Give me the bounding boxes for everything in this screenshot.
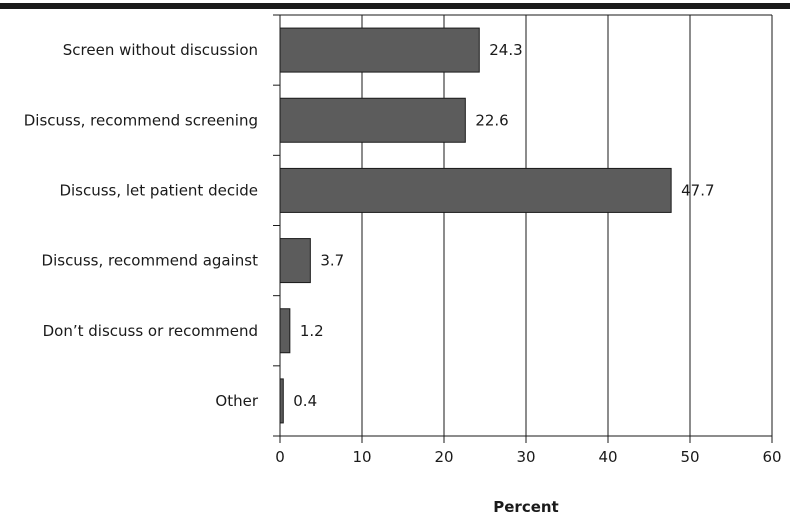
category-label: Discuss, recommend against — [42, 252, 259, 270]
value-label: 1.2 — [300, 322, 324, 340]
x-tick-label: 0 — [275, 448, 285, 466]
x-tick-label: 40 — [598, 448, 617, 466]
value-label: 3.7 — [320, 252, 344, 270]
x-tick-label: 50 — [680, 448, 699, 466]
value-label: 47.7 — [681, 181, 714, 199]
value-label: 0.4 — [293, 392, 317, 410]
bar — [279, 167, 672, 213]
bar — [279, 238, 311, 284]
category-label: Discuss, recommend screening — [24, 111, 258, 129]
value-label: 22.6 — [475, 111, 508, 129]
labels: 0 10 20 30 40 50 60 Screen without discussion 24… — [24, 41, 782, 466]
axes — [273, 14, 773, 443]
x-tick-label: 20 — [434, 448, 453, 466]
x-axis-title: Percent — [493, 498, 558, 516]
x-tick-label: 30 — [516, 448, 535, 466]
bar — [279, 97, 466, 143]
bar — [279, 308, 291, 354]
category-label: Other — [215, 392, 258, 410]
x-tick-label: 60 — [762, 448, 781, 466]
x-tick-label: 10 — [352, 448, 371, 466]
grid-lines — [361, 15, 773, 436]
category-label: Discuss, let patient decide — [59, 181, 258, 199]
category-label: Don’t discuss or recommend — [43, 322, 258, 340]
category-label: Screen without discussion — [63, 41, 258, 59]
bars — [279, 27, 672, 424]
value-label: 24.3 — [489, 41, 522, 59]
bar — [279, 27, 480, 73]
